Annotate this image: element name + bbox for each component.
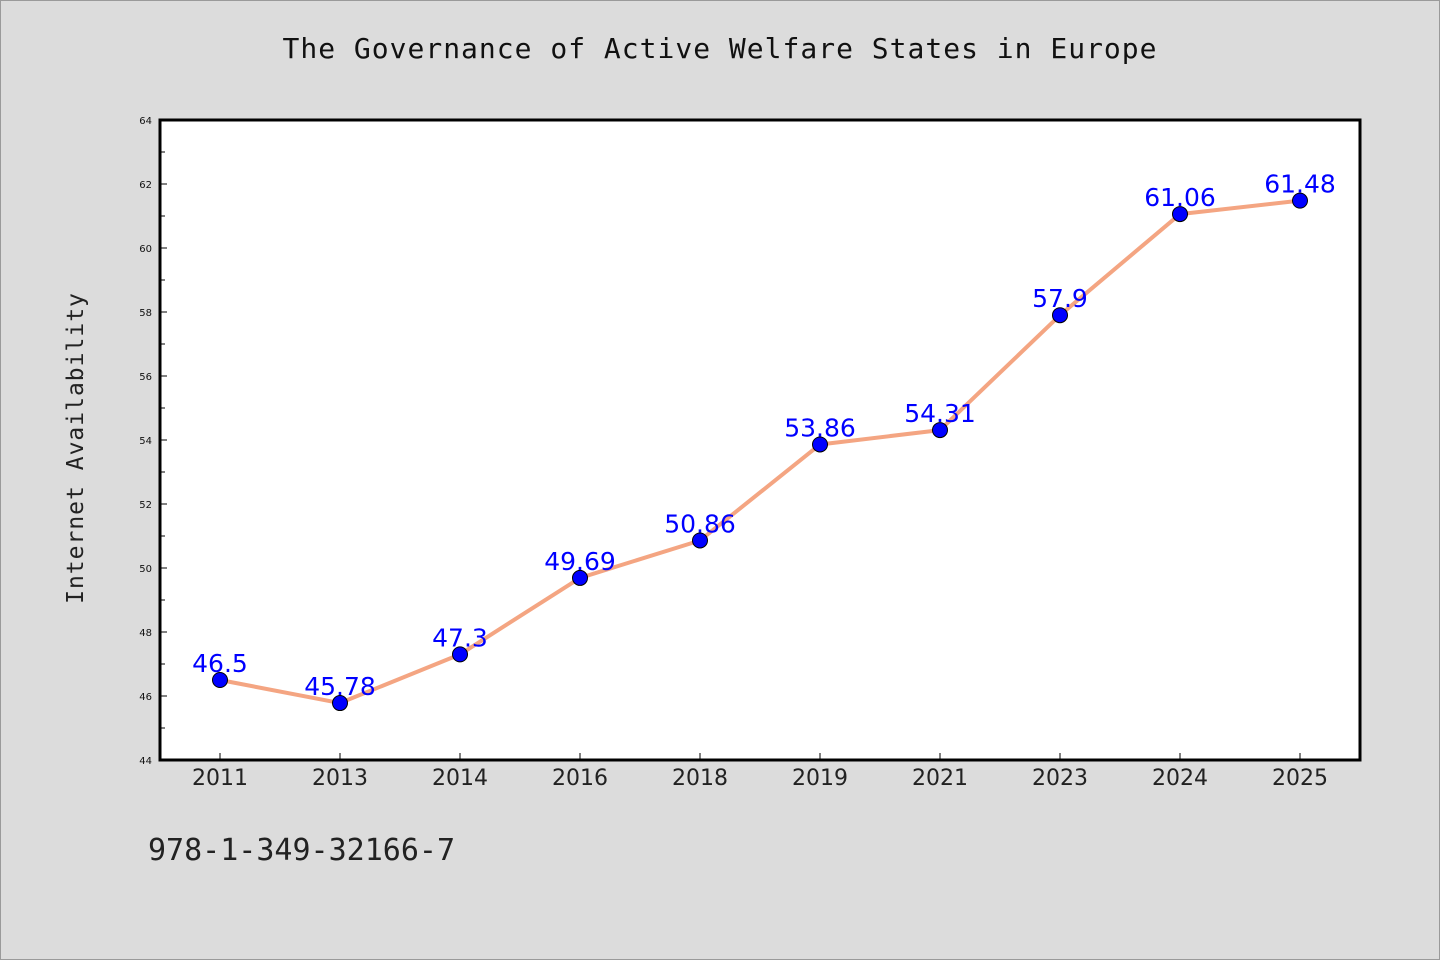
plot-area xyxy=(158,118,1362,762)
x-axis: 2011 2013 2014 2016 2018 2019 2021 2023 2024 2025 xyxy=(192,753,1328,791)
data-point xyxy=(452,646,468,663)
y-tick-label: 60 xyxy=(139,244,152,255)
x-tick-label: 2011 xyxy=(192,766,248,791)
x-tick-label: 2014 xyxy=(432,766,488,791)
data-point xyxy=(812,436,828,453)
data-label: 61.06 xyxy=(1144,183,1216,212)
x-tick-label: 2016 xyxy=(552,766,608,791)
data-point xyxy=(572,569,588,586)
y-tick-label: 52 xyxy=(139,500,152,511)
x-tick-label: 2013 xyxy=(312,766,368,791)
data-label: 54.31 xyxy=(904,399,976,428)
y-tick-label: 54 xyxy=(139,436,152,447)
data-point xyxy=(1172,206,1188,223)
y-tick-label: 58 xyxy=(139,308,152,319)
y-tick-label: 46 xyxy=(139,692,152,703)
data-label: 46.5 xyxy=(192,649,248,678)
data-point xyxy=(692,532,708,549)
data-label: 53.86 xyxy=(784,413,856,442)
data-labels-group: 46.5 45.78 47.3 49.69 50.86 53.86 54.31 57.9 61.… xyxy=(192,170,1336,701)
y-tick-label: 62 xyxy=(139,180,152,191)
data-label: 47.3 xyxy=(432,623,488,652)
data-point xyxy=(932,422,948,439)
y-tick-label: 64 xyxy=(139,116,152,127)
data-label: 45.78 xyxy=(304,672,376,701)
y-axis: 44 46 48 50 52 54 56 58 60 62 64 xyxy=(139,116,167,767)
data-point xyxy=(212,672,228,688)
data-label: 50.86 xyxy=(664,509,736,538)
x-tick-label: 2023 xyxy=(1032,766,1088,791)
series-line xyxy=(218,198,1302,706)
data-point xyxy=(1292,192,1308,209)
series-group xyxy=(212,192,1308,712)
x-tick-label: 2025 xyxy=(1272,766,1328,791)
y-tick-label: 44 xyxy=(139,756,152,767)
x-tick-label: 2019 xyxy=(792,766,848,791)
y-tick-label: 56 xyxy=(139,372,152,383)
x-tick-label: 2024 xyxy=(1152,766,1208,791)
y-tick-label: 50 xyxy=(139,564,152,575)
y-tick-label: 48 xyxy=(139,628,152,639)
x-tick-label: 2021 xyxy=(912,766,968,791)
x-tick-label: 2018 xyxy=(672,766,728,791)
data-label: 49.69 xyxy=(544,547,616,576)
data-point xyxy=(332,695,348,712)
data-label: 57.9 xyxy=(1032,284,1088,313)
data-point xyxy=(1052,307,1068,324)
data-label: 61.48 xyxy=(1264,170,1336,199)
chart-title: The Governance of Active Welfare States … xyxy=(282,32,1158,65)
isbn-text: 978-1-349-32166-7 xyxy=(148,833,456,868)
